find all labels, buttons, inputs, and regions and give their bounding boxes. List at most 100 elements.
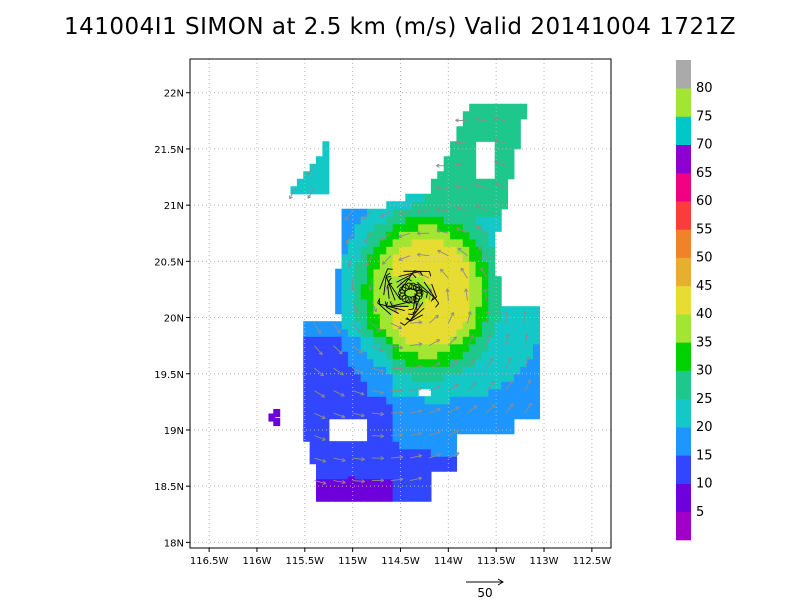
wind-cell [481, 418, 489, 427]
colorbar-swatch [676, 172, 691, 202]
wind-cell [437, 321, 445, 330]
wind-cell [462, 388, 470, 397]
wind-cell [379, 343, 387, 352]
wind-vector [410, 343, 422, 347]
wind-cell [322, 426, 330, 435]
obs-barb [414, 293, 418, 312]
wind-cell [411, 388, 419, 397]
colorbar-swatch [676, 314, 691, 343]
wind-vector [429, 453, 441, 459]
wind-cell [462, 381, 470, 390]
wind-cell [367, 208, 375, 217]
wind-vector [390, 478, 403, 481]
wind-vector [480, 267, 488, 279]
wind-cell [379, 411, 387, 420]
wind-cell [379, 463, 387, 472]
wind-cell [322, 156, 330, 165]
wind-cell [494, 328, 502, 337]
wind-cell [303, 418, 311, 427]
wind-cell [494, 276, 502, 285]
wind-cell [296, 186, 304, 195]
wind-cell [322, 163, 330, 172]
wind-cell [526, 381, 534, 390]
wind-cell [501, 201, 509, 210]
wind-cell [354, 343, 362, 352]
wind-cell [481, 313, 489, 322]
wind-cell [341, 486, 349, 495]
wind-vector-head [418, 476, 422, 479]
wind-vector-head [455, 118, 459, 121]
wind-cell [456, 268, 464, 277]
wind-vector [524, 379, 531, 391]
obs-barb [385, 275, 396, 301]
wind-vector-head [524, 333, 528, 337]
wind-cell [392, 403, 400, 412]
wind-cell [398, 396, 406, 405]
wind-cell [373, 493, 381, 502]
wind-cell [360, 358, 368, 367]
wind-cell [411, 433, 419, 442]
wind-cell [488, 268, 496, 277]
wind-cell [456, 253, 464, 262]
wind-cell [373, 313, 381, 322]
colorbar-swatch [676, 398, 691, 428]
wind-cell [443, 201, 451, 210]
wind-cell [488, 261, 496, 270]
y-tick-label: 19.5N [154, 370, 184, 381]
wind-cell [392, 388, 400, 397]
wind-cell [507, 133, 515, 142]
obs-station-marker [405, 282, 413, 290]
wind-cell [533, 351, 540, 360]
wind-vector-head [399, 325, 403, 329]
wind-cell [424, 328, 432, 337]
wind-cell [354, 238, 362, 247]
wind-cell [488, 366, 496, 375]
wind-cell [481, 403, 489, 412]
wind-cell [316, 156, 323, 165]
wind-cell [347, 476, 355, 485]
wind-cell [520, 328, 528, 337]
wind-cell [469, 253, 477, 262]
wind-cell [437, 328, 445, 337]
wind-cell [328, 328, 336, 337]
wind-cell [411, 223, 419, 232]
wind-vector-head [528, 402, 532, 406]
wind-vector-head [440, 268, 444, 271]
wind-cell [481, 366, 489, 375]
wind-cell [367, 433, 375, 442]
wind-cell [418, 433, 426, 442]
wind-cell [386, 471, 394, 480]
x-tick-label: 113.5W [477, 556, 516, 567]
colorbar-swatch [676, 285, 691, 315]
wind-cell [443, 403, 451, 412]
wind-cell [507, 366, 515, 375]
wind-cell [367, 321, 375, 330]
wind-cell [411, 231, 419, 240]
wind-cell [392, 231, 400, 240]
wind-cell [418, 456, 426, 465]
wind-vector-head [382, 262, 386, 265]
wind-vector-head [350, 286, 353, 291]
wind-cell [437, 313, 445, 322]
wind-cell [424, 276, 432, 285]
wind-cell [430, 448, 438, 457]
wind-vector-head [467, 311, 471, 315]
wind-vector-head [478, 246, 480, 251]
wind-vector-head [471, 358, 476, 361]
wind-cell [360, 471, 368, 480]
wind-cell [488, 216, 496, 225]
wind-cell [456, 276, 464, 285]
wind-cell [360, 253, 368, 262]
wind-cell [322, 448, 330, 457]
wind-vector-head [418, 410, 423, 414]
wind-cell [354, 486, 362, 495]
wind-cell [469, 156, 477, 165]
wind-cell [481, 283, 489, 292]
wind-vector [437, 249, 449, 257]
wind-cell [430, 388, 438, 397]
wind-cell [450, 321, 458, 330]
colorbar-swatch [676, 483, 691, 513]
wind-cell [430, 396, 438, 405]
wind-vector [524, 356, 530, 369]
wind-cell [424, 403, 432, 412]
